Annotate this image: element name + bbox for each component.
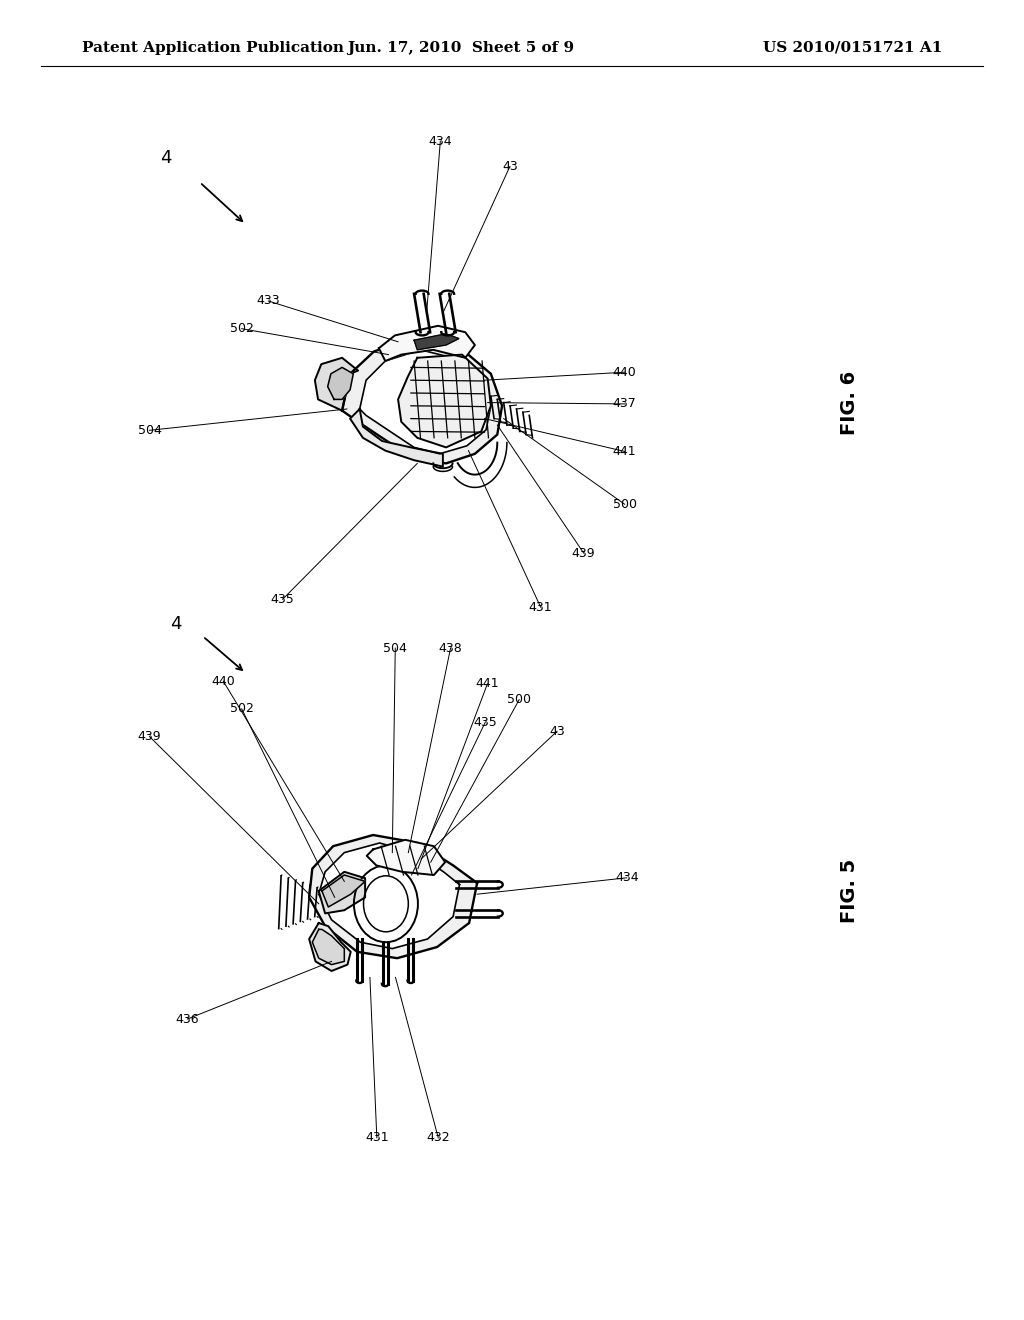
Text: 432: 432 (426, 1131, 451, 1144)
Text: 437: 437 (612, 397, 637, 411)
Polygon shape (398, 355, 490, 447)
Text: 438: 438 (438, 642, 463, 655)
Text: 4: 4 (160, 149, 172, 168)
Text: 502: 502 (229, 322, 254, 335)
Text: 435: 435 (473, 715, 498, 729)
Text: 440: 440 (211, 675, 236, 688)
Polygon shape (414, 334, 459, 350)
Text: FIG. 6: FIG. 6 (840, 371, 859, 434)
Text: Jun. 17, 2010  Sheet 5 of 9: Jun. 17, 2010 Sheet 5 of 9 (347, 41, 574, 54)
Text: 440: 440 (612, 366, 637, 379)
Polygon shape (350, 409, 442, 466)
Text: 431: 431 (365, 1131, 389, 1144)
Text: 441: 441 (475, 677, 500, 690)
Text: 500: 500 (612, 498, 637, 511)
Text: 433: 433 (256, 294, 281, 308)
Text: FIG. 5: FIG. 5 (840, 859, 859, 923)
Text: 4: 4 (170, 615, 182, 634)
Polygon shape (322, 875, 366, 907)
Text: 434: 434 (428, 135, 453, 148)
Text: 434: 434 (614, 871, 639, 884)
Polygon shape (312, 929, 344, 965)
Polygon shape (315, 358, 358, 411)
Polygon shape (318, 843, 460, 949)
Text: 436: 436 (175, 1012, 200, 1026)
Text: 435: 435 (270, 593, 295, 606)
Text: 504: 504 (383, 642, 408, 655)
Polygon shape (359, 350, 490, 454)
Polygon shape (328, 367, 353, 400)
Text: 43: 43 (549, 725, 565, 738)
Polygon shape (309, 923, 350, 972)
Text: 439: 439 (137, 730, 162, 743)
Text: 439: 439 (571, 546, 596, 560)
Text: 441: 441 (612, 445, 637, 458)
Polygon shape (318, 871, 366, 913)
Text: US 2010/0151721 A1: US 2010/0151721 A1 (763, 41, 942, 54)
Text: 431: 431 (528, 601, 553, 614)
Polygon shape (342, 339, 502, 463)
Polygon shape (367, 840, 445, 875)
Text: 500: 500 (507, 693, 531, 706)
Polygon shape (309, 836, 477, 958)
Text: 504: 504 (137, 424, 162, 437)
Text: 502: 502 (229, 702, 254, 715)
Text: Patent Application Publication: Patent Application Publication (82, 41, 344, 54)
Text: 43: 43 (502, 160, 518, 173)
Polygon shape (379, 326, 475, 360)
